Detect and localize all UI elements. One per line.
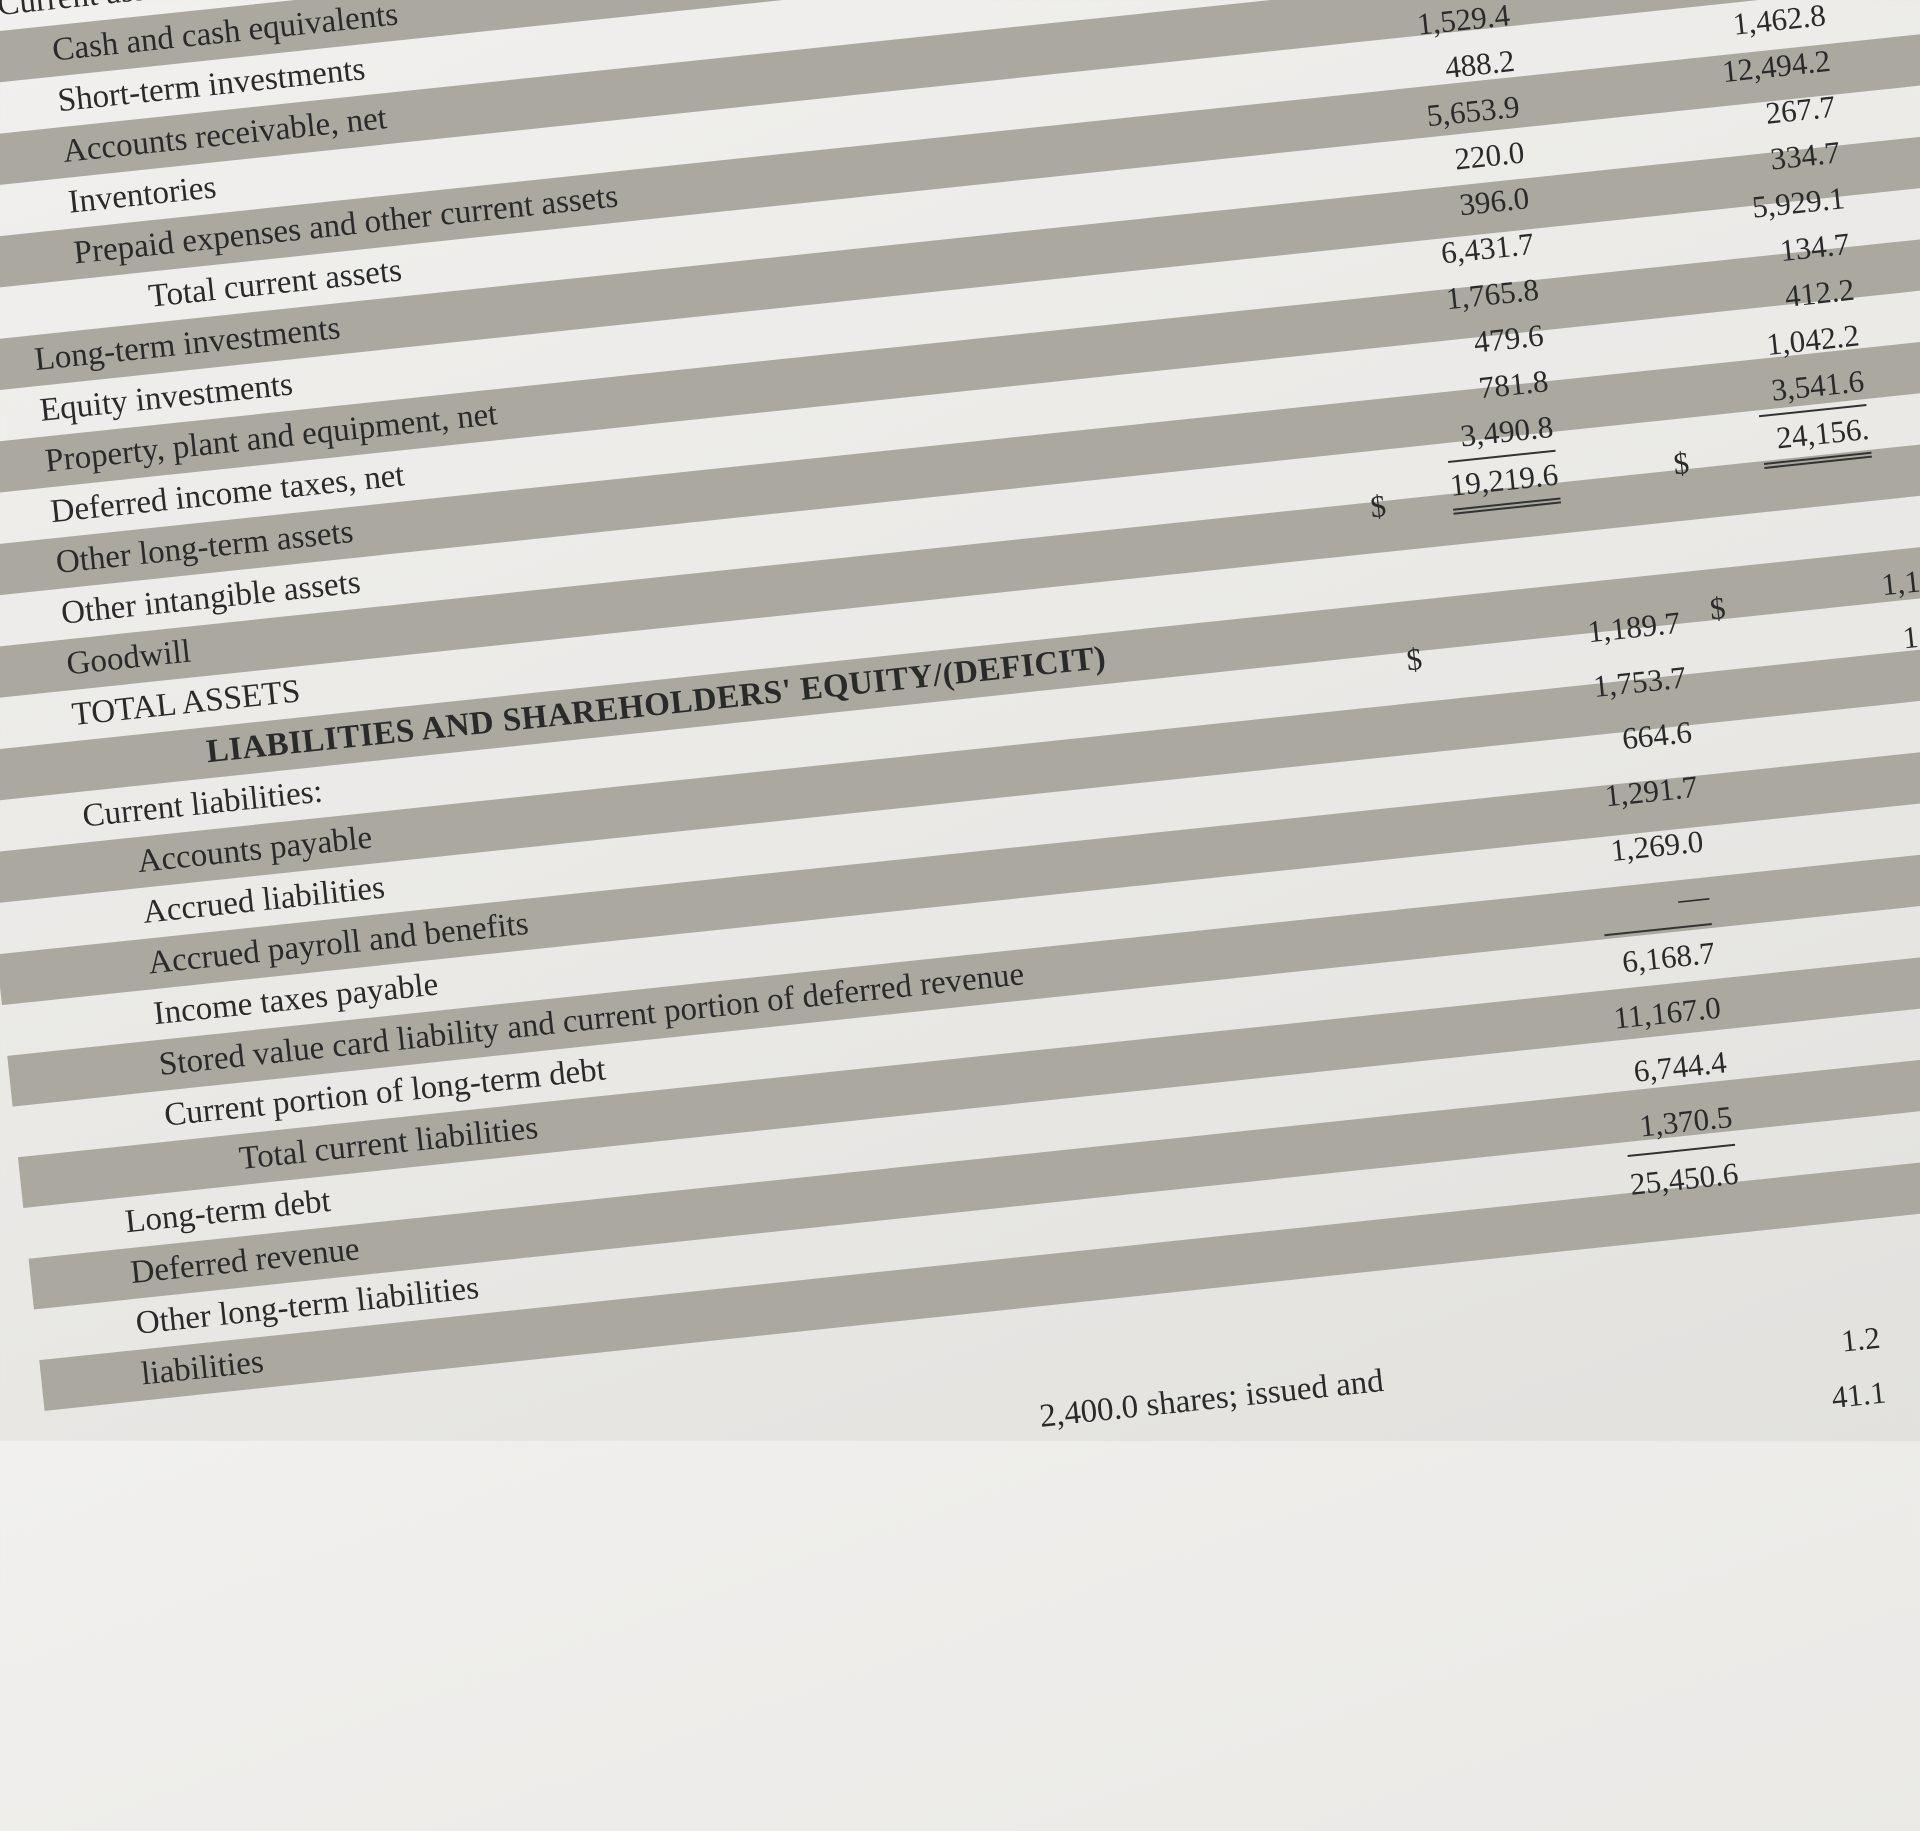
cell-value: 1,1	[1879, 563, 1920, 603]
page: Current assets:Cash and cash equivalents…	[0, 0, 1920, 1441]
cell-value: 25,450.6	[1628, 1155, 1740, 1202]
cell-value: 1.2	[1839, 1319, 1882, 1359]
cell-value: 41.1	[1829, 1374, 1888, 1415]
footnote-fragment: 2,400.0 shares; issued and	[1037, 1362, 1386, 1435]
row-list: Current assets:Cash and cash equivalents…	[0, 0, 1920, 1411]
column-2-bottom: 1.2 41.1	[1823, 1310, 1888, 1425]
cell-value: 1.	[1900, 618, 1920, 656]
